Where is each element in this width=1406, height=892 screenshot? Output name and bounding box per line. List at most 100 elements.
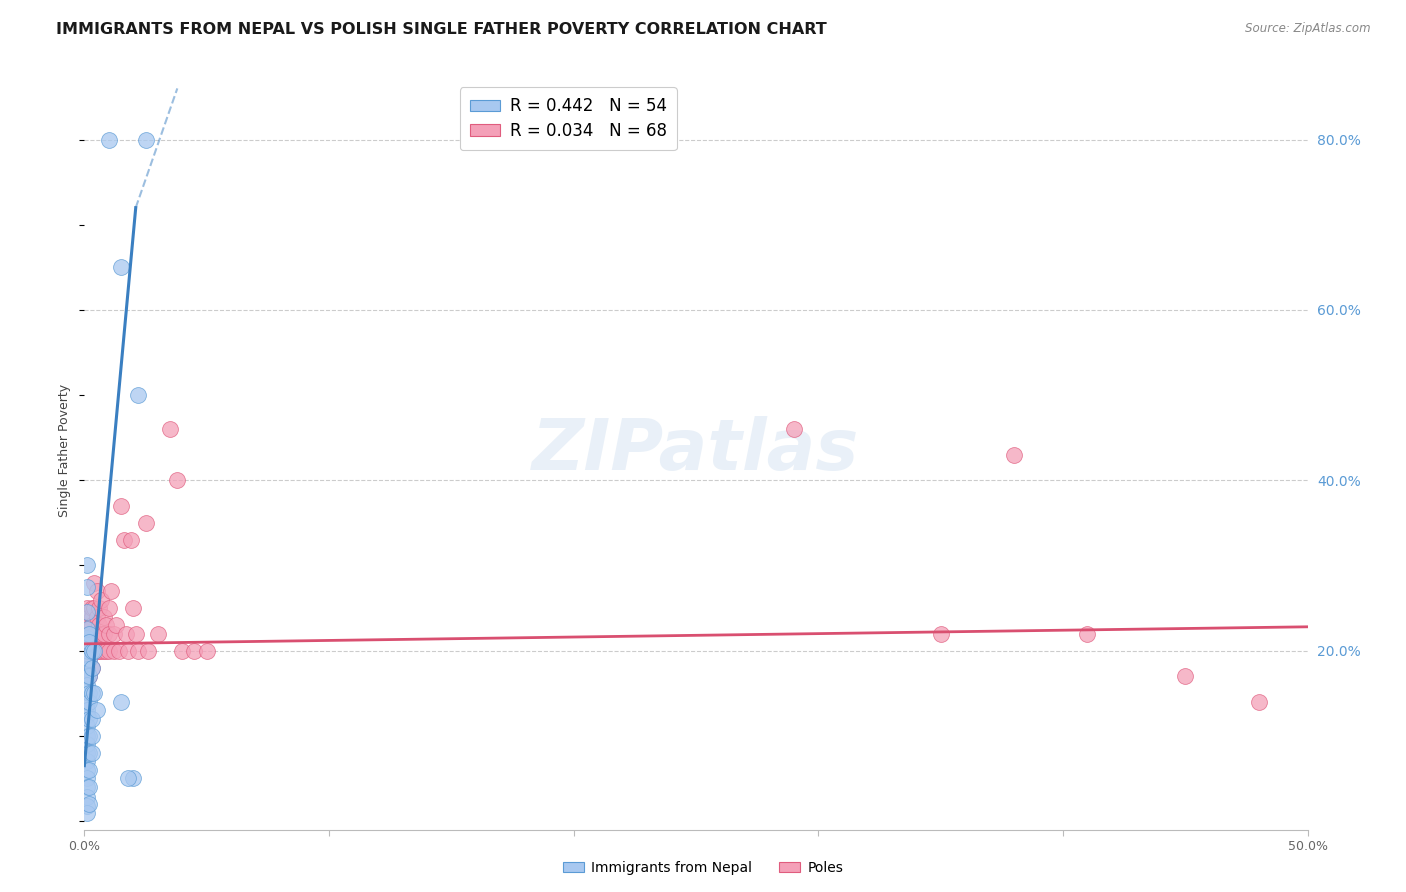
Point bbox=[90, 592, 112, 607]
Point bbox=[76, 780, 98, 794]
Point bbox=[86, 626, 108, 640]
Point bbox=[83, 626, 105, 640]
Point bbox=[77, 695, 100, 709]
Point bbox=[117, 643, 139, 657]
Point bbox=[77, 635, 100, 649]
Point bbox=[87, 643, 110, 657]
Point bbox=[77, 669, 100, 683]
Point bbox=[76, 718, 98, 732]
Point bbox=[97, 132, 120, 146]
Point bbox=[122, 601, 145, 615]
Point bbox=[110, 695, 132, 709]
Point bbox=[76, 662, 98, 676]
Point bbox=[110, 260, 132, 275]
Point bbox=[135, 516, 157, 530]
Point bbox=[76, 772, 98, 786]
Point bbox=[80, 712, 103, 726]
Point bbox=[172, 643, 194, 657]
Point bbox=[80, 643, 103, 657]
Point bbox=[127, 643, 149, 657]
Point bbox=[110, 499, 132, 513]
Legend: R = 0.442   N = 54, R = 0.034   N = 68: R = 0.442 N = 54, R = 0.034 N = 68 bbox=[460, 87, 676, 150]
Point bbox=[80, 746, 103, 760]
Point bbox=[146, 626, 169, 640]
Point bbox=[93, 643, 115, 657]
Point bbox=[76, 635, 98, 649]
Point bbox=[80, 729, 103, 743]
Point bbox=[96, 643, 118, 657]
Point bbox=[86, 643, 108, 657]
Point bbox=[80, 618, 103, 632]
Point bbox=[105, 618, 128, 632]
Point bbox=[76, 558, 98, 573]
Point bbox=[90, 643, 112, 657]
Point bbox=[76, 703, 98, 717]
Point bbox=[97, 643, 120, 657]
Point bbox=[76, 707, 98, 722]
Point bbox=[76, 623, 98, 637]
Point bbox=[80, 643, 103, 657]
Point bbox=[76, 746, 98, 760]
Point bbox=[76, 652, 98, 666]
Point bbox=[1174, 669, 1197, 683]
Point bbox=[77, 609, 100, 624]
Point bbox=[97, 601, 120, 615]
Point bbox=[77, 626, 100, 640]
Point bbox=[76, 580, 98, 594]
Point bbox=[115, 626, 138, 640]
Point bbox=[77, 686, 100, 700]
Point bbox=[120, 533, 142, 547]
Point bbox=[83, 575, 105, 590]
Point bbox=[76, 661, 98, 675]
Point bbox=[76, 755, 98, 769]
Point bbox=[183, 643, 205, 657]
Point bbox=[76, 626, 98, 640]
Point bbox=[76, 729, 98, 743]
Point bbox=[783, 422, 806, 436]
Point bbox=[929, 626, 952, 640]
Point bbox=[166, 473, 188, 487]
Point bbox=[159, 422, 181, 436]
Point bbox=[76, 681, 98, 696]
Point bbox=[80, 686, 103, 700]
Point bbox=[135, 132, 157, 146]
Text: Source: ZipAtlas.com: Source: ZipAtlas.com bbox=[1246, 22, 1371, 36]
Point bbox=[76, 652, 98, 666]
Point bbox=[76, 643, 98, 657]
Point bbox=[1002, 448, 1025, 462]
Point bbox=[1076, 626, 1098, 640]
Point bbox=[76, 669, 98, 683]
Point bbox=[77, 763, 100, 777]
Point bbox=[76, 737, 98, 751]
Point bbox=[87, 618, 110, 632]
Point bbox=[77, 780, 100, 794]
Point bbox=[77, 635, 100, 649]
Point bbox=[77, 652, 100, 666]
Point bbox=[107, 643, 129, 657]
Point bbox=[80, 601, 103, 615]
Point bbox=[76, 605, 98, 619]
Point bbox=[86, 584, 108, 599]
Point bbox=[83, 643, 105, 657]
Point bbox=[76, 798, 98, 813]
Point bbox=[77, 669, 100, 683]
Point bbox=[83, 686, 105, 700]
Point bbox=[1247, 695, 1270, 709]
Point bbox=[77, 643, 100, 657]
Point bbox=[80, 661, 103, 675]
Point bbox=[76, 618, 98, 632]
Point bbox=[76, 601, 98, 615]
Point bbox=[83, 601, 105, 615]
Point bbox=[125, 626, 148, 640]
Point bbox=[77, 712, 100, 726]
Point bbox=[90, 626, 112, 640]
Point bbox=[76, 763, 98, 777]
Point bbox=[76, 695, 98, 709]
Point bbox=[76, 678, 98, 692]
Text: ZIPatlas: ZIPatlas bbox=[533, 416, 859, 485]
Point bbox=[86, 703, 108, 717]
Point bbox=[112, 533, 135, 547]
Point bbox=[127, 388, 149, 402]
Y-axis label: Single Father Poverty: Single Father Poverty bbox=[58, 384, 72, 517]
Point bbox=[103, 643, 125, 657]
